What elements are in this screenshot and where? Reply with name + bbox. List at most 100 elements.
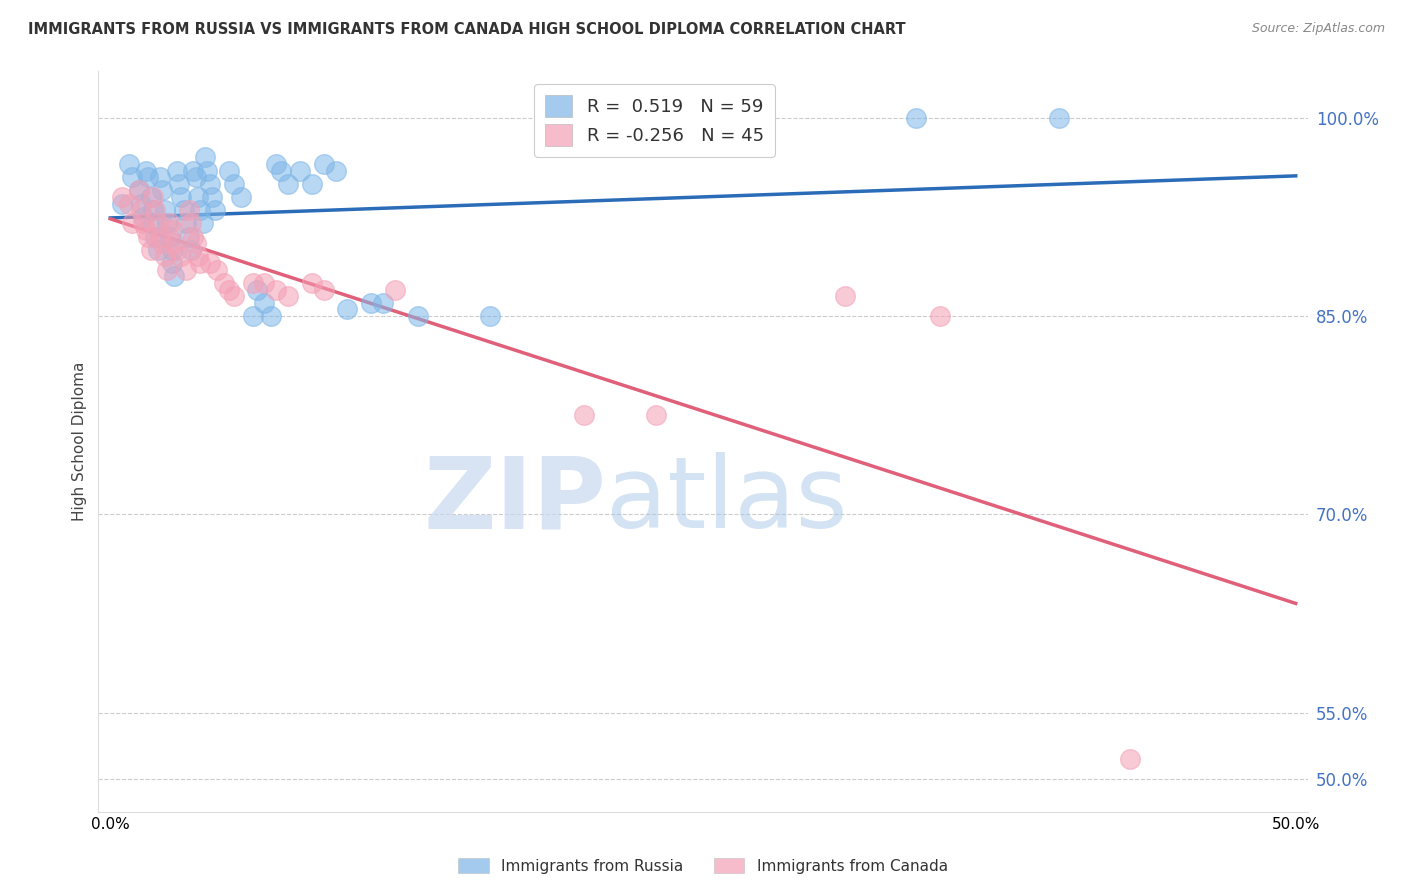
- Point: [139, 190, 162, 204]
- Point: [146, 216, 169, 230]
- Point: [197, 163, 219, 178]
- Point: [253, 276, 276, 290]
- Point: [180, 216, 202, 230]
- Point: [242, 309, 264, 323]
- Text: IMMIGRANTS FROM RUSSIA VS IMMIGRANTS FROM CANADA HIGH SCHOOL DIPLOMA CORRELATION: IMMIGRANTS FROM RUSSIA VS IMMIGRANTS FRO…: [28, 22, 905, 37]
- Point: [128, 183, 150, 197]
- Point: [1047, 111, 1070, 125]
- Point: [143, 229, 166, 244]
- Point: [160, 223, 183, 237]
- Point: [184, 170, 207, 185]
- Point: [181, 163, 204, 178]
- Legend: Immigrants from Russia, Immigrants from Canada: Immigrants from Russia, Immigrants from …: [453, 852, 953, 880]
- Point: [152, 183, 174, 197]
- Point: [142, 203, 165, 218]
- Point: [218, 163, 240, 178]
- Point: [160, 243, 183, 257]
- Point: [187, 190, 209, 204]
- Point: [1119, 752, 1142, 766]
- Point: [136, 229, 159, 244]
- Point: [270, 163, 292, 178]
- Point: [143, 203, 166, 218]
- Point: [111, 196, 134, 211]
- Point: [163, 269, 186, 284]
- Point: [135, 223, 157, 237]
- Point: [312, 283, 335, 297]
- Point: [336, 302, 359, 317]
- Point: [212, 276, 235, 290]
- Point: [170, 249, 193, 263]
- Text: ZIP: ZIP: [423, 452, 606, 549]
- Point: [201, 190, 224, 204]
- Y-axis label: High School Diploma: High School Diploma: [72, 362, 87, 521]
- Point: [132, 210, 155, 224]
- Point: [194, 150, 217, 164]
- Point: [264, 283, 287, 297]
- Point: [218, 283, 240, 297]
- Point: [264, 157, 287, 171]
- Point: [174, 216, 197, 230]
- Point: [312, 157, 335, 171]
- Point: [222, 289, 245, 303]
- Point: [260, 309, 283, 323]
- Point: [153, 203, 176, 218]
- Point: [574, 408, 596, 422]
- Point: [301, 177, 323, 191]
- Legend: R =  0.519   N = 59, R = -0.256   N = 45: R = 0.519 N = 59, R = -0.256 N = 45: [534, 84, 775, 157]
- Point: [160, 256, 183, 270]
- Point: [139, 243, 162, 257]
- Point: [142, 216, 165, 230]
- Point: [170, 190, 193, 204]
- Point: [173, 203, 195, 218]
- Point: [184, 236, 207, 251]
- Point: [159, 216, 181, 230]
- Point: [159, 229, 181, 244]
- Point: [204, 203, 226, 218]
- Point: [153, 249, 176, 263]
- Point: [478, 309, 501, 323]
- Point: [834, 289, 856, 303]
- Point: [253, 295, 276, 310]
- Point: [163, 236, 186, 251]
- Point: [277, 177, 299, 191]
- Point: [190, 203, 212, 218]
- Point: [277, 289, 299, 303]
- Text: Source: ZipAtlas.com: Source: ZipAtlas.com: [1251, 22, 1385, 36]
- Point: [132, 216, 155, 230]
- Point: [149, 170, 172, 185]
- Point: [325, 163, 347, 178]
- Point: [187, 249, 209, 263]
- Text: atlas: atlas: [606, 452, 848, 549]
- Point: [152, 236, 174, 251]
- Point: [384, 283, 406, 297]
- Point: [174, 262, 197, 277]
- Point: [121, 216, 143, 230]
- Point: [222, 177, 245, 191]
- Point: [177, 203, 200, 218]
- Point: [177, 229, 200, 244]
- Point: [111, 190, 134, 204]
- Point: [288, 163, 311, 178]
- Point: [246, 283, 269, 297]
- Point: [229, 190, 252, 204]
- Point: [146, 243, 169, 257]
- Point: [191, 216, 214, 230]
- Point: [135, 163, 157, 178]
- Point: [142, 190, 165, 204]
- Point: [156, 262, 179, 277]
- Point: [198, 177, 221, 191]
- Point: [198, 256, 221, 270]
- Point: [121, 170, 143, 185]
- Point: [156, 216, 179, 230]
- Point: [242, 276, 264, 290]
- Point: [149, 229, 172, 244]
- Point: [905, 111, 928, 125]
- Point: [118, 157, 141, 171]
- Point: [129, 196, 152, 211]
- Point: [371, 295, 394, 310]
- Point: [166, 243, 188, 257]
- Point: [181, 229, 204, 244]
- Point: [190, 256, 212, 270]
- Point: [360, 295, 382, 310]
- Point: [118, 196, 141, 211]
